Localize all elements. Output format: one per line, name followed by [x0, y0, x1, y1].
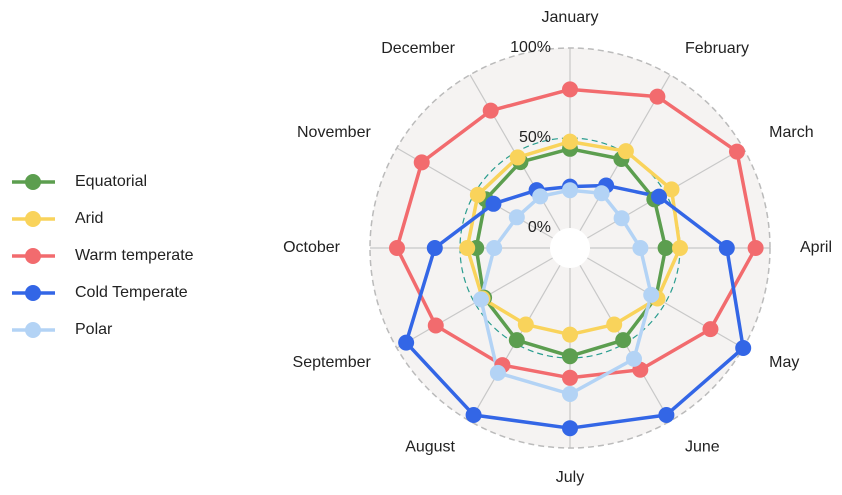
data-point	[649, 88, 666, 105]
category-label: November	[297, 124, 371, 141]
data-point	[427, 317, 444, 334]
data-point	[509, 149, 526, 166]
data-point	[472, 291, 489, 308]
category-label: June	[685, 438, 720, 455]
data-point	[459, 240, 476, 256]
data-point	[532, 188, 549, 205]
legend-label: Polar	[75, 321, 113, 338]
legend-marker	[25, 174, 41, 190]
data-point	[562, 369, 578, 386]
legend-marker	[25, 248, 41, 264]
data-point	[562, 81, 578, 98]
data-point	[465, 406, 482, 423]
category-label: April	[800, 239, 832, 256]
data-point	[562, 348, 578, 365]
legend-label: Cold Temperate	[75, 284, 188, 301]
data-point	[562, 133, 578, 150]
data-point	[702, 321, 719, 338]
category-label: July	[556, 469, 584, 486]
data-point	[562, 386, 578, 402]
legend-marker	[25, 322, 41, 338]
legend: Equatorial Arid Warm temperate Cold Tempera…	[12, 173, 194, 338]
data-point	[651, 188, 668, 205]
data-point	[485, 195, 502, 212]
category-label: January	[542, 9, 599, 26]
data-point	[562, 182, 578, 199]
legend-label: Equatorial	[75, 173, 147, 190]
data-point	[606, 316, 623, 333]
data-point	[718, 240, 735, 256]
category-label: December	[381, 40, 455, 57]
r-tick-label: 100%	[510, 39, 551, 56]
data-point	[489, 364, 506, 381]
data-point	[615, 332, 632, 349]
data-point	[613, 210, 630, 227]
category-label: September	[293, 354, 372, 371]
data-point	[728, 143, 745, 160]
r-tick-label: 50%	[519, 129, 551, 146]
data-point	[747, 240, 764, 256]
data-point	[389, 240, 405, 256]
data-point	[643, 286, 660, 303]
legend-marker	[25, 211, 41, 227]
data-point	[517, 316, 534, 333]
data-point	[632, 240, 649, 256]
data-point	[657, 240, 674, 256]
data-point	[593, 185, 610, 202]
data-point	[562, 420, 578, 437]
data-point	[562, 326, 578, 343]
data-point	[508, 209, 525, 226]
legend-label: Arid	[75, 210, 103, 227]
data-point	[617, 143, 634, 160]
category-label: August	[405, 438, 455, 455]
data-point	[469, 186, 486, 203]
legend-marker	[25, 285, 41, 301]
data-point	[626, 350, 642, 367]
legend-label: Warm temperate	[75, 247, 194, 264]
data-point	[398, 334, 415, 351]
data-point	[663, 181, 680, 198]
data-point	[413, 154, 430, 171]
data-point	[658, 406, 675, 423]
category-label: October	[283, 239, 341, 256]
category-label: February	[685, 40, 749, 57]
category-label: March	[769, 124, 813, 141]
data-point	[672, 240, 688, 256]
data-point	[486, 240, 503, 256]
category-label: May	[769, 354, 799, 371]
data-point	[426, 240, 443, 256]
data-point	[508, 332, 525, 349]
data-point	[482, 102, 499, 119]
r-tick-label: 0%	[528, 219, 551, 236]
grid-ring	[369, 47, 771, 449]
grid-ring	[550, 228, 590, 268]
data-point	[735, 340, 752, 356]
